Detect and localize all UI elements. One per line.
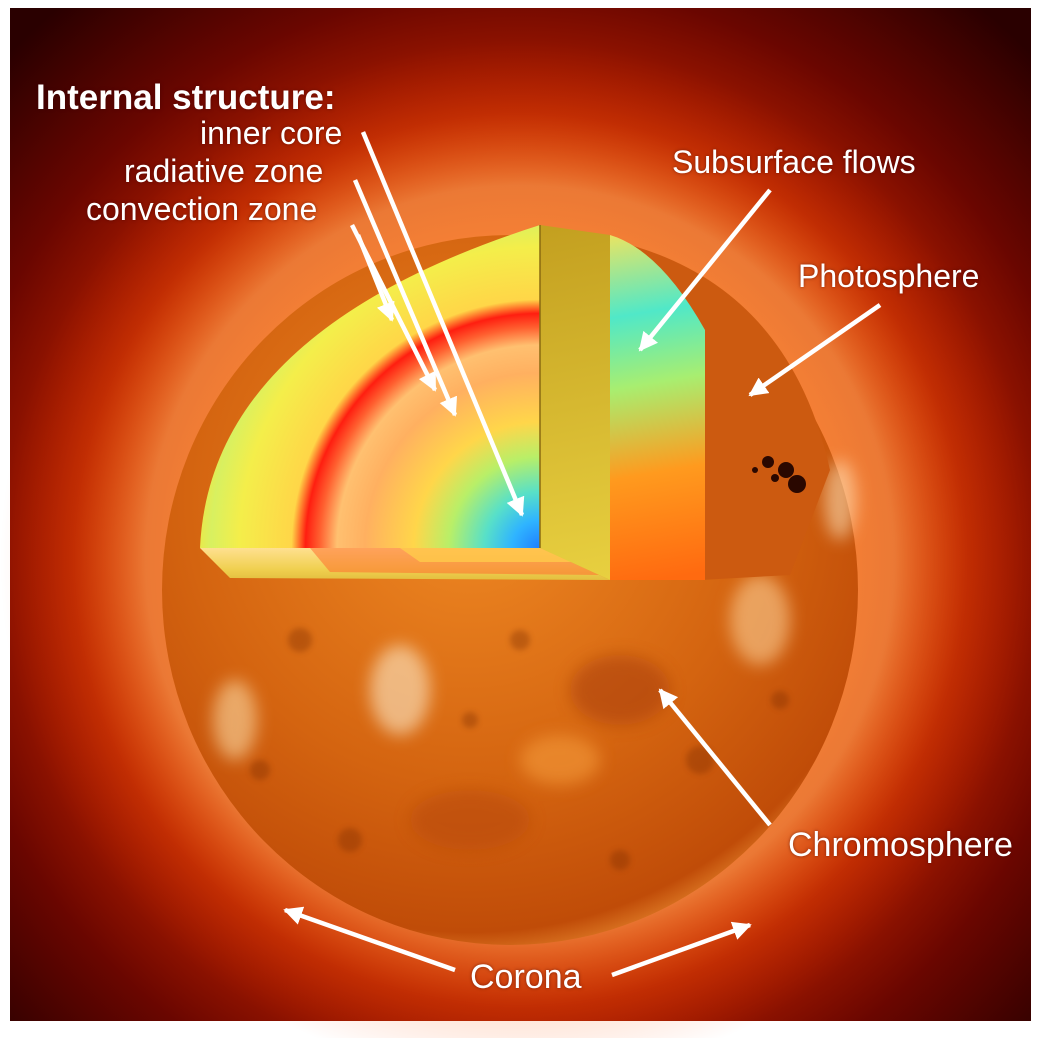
cutaway-wedge-face xyxy=(540,225,610,580)
internal-structure-heading: Internal structure: xyxy=(36,78,336,117)
cutaway-section xyxy=(200,225,540,548)
convection-zone-arrow xyxy=(355,234,395,322)
inner-core-arrow xyxy=(360,131,525,517)
photosphere-arrow xyxy=(748,303,882,397)
radiative-zone-arrow xyxy=(352,179,458,417)
subsurface-flows-label: Subsurface flows xyxy=(672,144,916,180)
subsurface-flows-arrow xyxy=(638,188,772,352)
convection-zone-label: convection zone xyxy=(86,191,318,227)
inner-core-label: inner core xyxy=(200,115,343,151)
subsurface-layer xyxy=(610,235,705,580)
photosphere-label: Photosphere xyxy=(798,258,980,294)
radiative-zone-label: radiative zone xyxy=(124,153,324,189)
chromosphere-arrow xyxy=(658,688,772,827)
corona-arrow-right xyxy=(611,921,752,978)
corona-arrow-left xyxy=(283,906,456,973)
sunspots xyxy=(752,456,806,493)
corona-label: Corona xyxy=(470,958,582,996)
chromosphere-label: Chromosphere xyxy=(788,826,1013,864)
